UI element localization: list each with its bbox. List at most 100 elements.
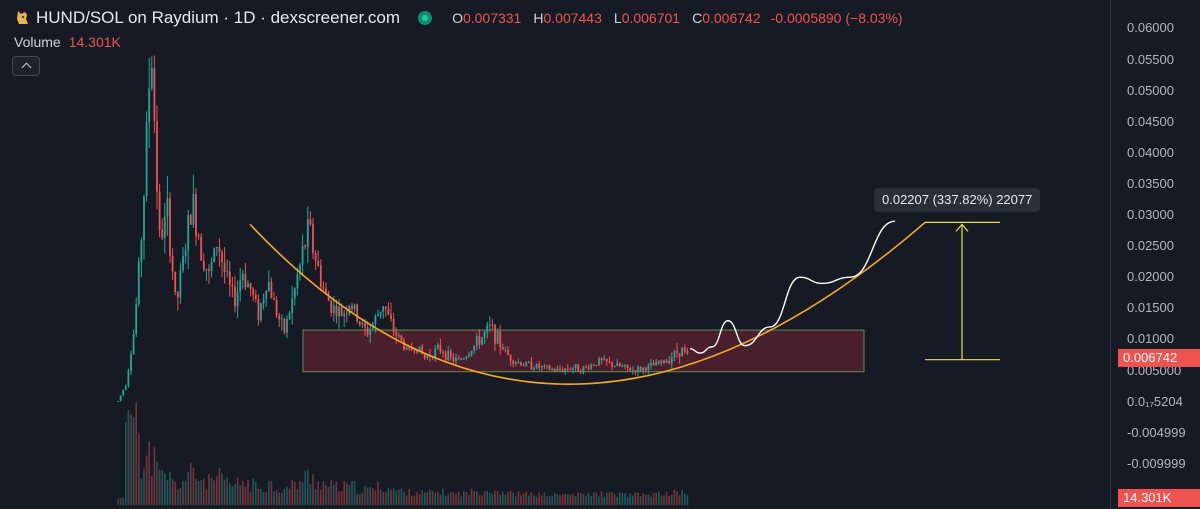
volume-bar	[255, 481, 257, 505]
volume-bar	[208, 474, 210, 505]
candle-body	[520, 361, 522, 366]
volume-bar	[611, 491, 613, 505]
candle-body	[252, 289, 255, 296]
candle-body	[618, 363, 621, 367]
volume-bar	[218, 468, 221, 505]
candle-body	[283, 318, 286, 333]
volume-bar	[624, 493, 626, 505]
ohlc-open-key: O	[452, 10, 463, 26]
volume-bar	[379, 489, 382, 505]
candle-body	[486, 325, 489, 332]
volume-bar	[353, 481, 356, 505]
volume-bar	[585, 495, 587, 505]
volume-bar	[603, 496, 605, 505]
candle-body	[174, 271, 177, 293]
candle-body	[379, 311, 382, 315]
candle-body	[153, 68, 156, 122]
volume-bar	[580, 493, 582, 505]
volume-bar	[260, 489, 262, 505]
volume-bar	[569, 494, 572, 505]
volume-bar	[678, 495, 681, 505]
volume-bar	[676, 491, 678, 505]
candle-body	[592, 364, 595, 366]
volume-bar	[684, 493, 686, 505]
candle-body	[182, 256, 184, 271]
candle-body	[195, 194, 197, 236]
volume-bar	[249, 491, 252, 505]
volume-bar	[177, 489, 179, 505]
volume-bar	[673, 489, 676, 505]
volume-bar	[239, 485, 241, 505]
candle-body	[254, 295, 257, 300]
candle-body	[548, 365, 551, 370]
price-axis-tick: 0.04500	[1127, 113, 1174, 129]
candle-body	[447, 351, 450, 361]
volume-bar	[546, 496, 548, 505]
candle-body	[663, 360, 665, 363]
volume-bar	[216, 476, 218, 505]
candle-body	[642, 367, 645, 371]
volume-bar	[465, 491, 468, 505]
candle-body	[504, 349, 507, 351]
candle-body	[465, 356, 468, 359]
volume-bar	[400, 488, 403, 505]
volume-bar	[226, 477, 228, 505]
candle-body	[161, 229, 164, 239]
volume-bar	[632, 495, 634, 505]
candle-body	[572, 368, 574, 370]
volume-bar	[348, 484, 351, 505]
candle-body	[228, 271, 231, 285]
candle-body	[234, 286, 236, 307]
candle-body	[483, 331, 486, 338]
volume-bar	[304, 470, 306, 505]
volume-bar	[424, 492, 426, 505]
market-status-icon	[418, 11, 433, 25]
candle-body	[598, 358, 600, 366]
candle-body	[205, 268, 208, 270]
volume-bar	[278, 492, 280, 505]
candle-body	[408, 347, 411, 349]
volume-bar	[205, 489, 208, 505]
candle-body	[257, 299, 260, 321]
volume-bar	[231, 486, 234, 505]
volume-bar	[637, 492, 639, 505]
volume-bar	[408, 488, 410, 505]
candle-body	[481, 337, 483, 345]
chevron-up-icon	[21, 62, 31, 73]
volume-bar	[275, 490, 278, 505]
volume-bar	[307, 469, 309, 505]
candle-body	[553, 369, 556, 371]
candle-body	[686, 351, 689, 354]
candle-body	[200, 236, 203, 261]
volume-bar	[418, 494, 421, 505]
dog-logo-icon	[17, 11, 28, 24]
volume-bar	[447, 494, 449, 505]
candle-body	[527, 361, 530, 363]
candle-body	[621, 366, 624, 368]
price-chart[interactable]	[0, 0, 1110, 509]
volume-label: Volume	[14, 34, 61, 50]
volume-bar	[442, 488, 444, 505]
volume-bar	[457, 492, 460, 505]
candle-body	[345, 313, 348, 315]
volume-bar	[421, 490, 423, 505]
volume-bar	[590, 496, 592, 505]
collapse-legend-button[interactable]	[12, 56, 40, 76]
price-axis[interactable]	[1110, 0, 1200, 509]
candle-body	[249, 283, 252, 290]
volume-bar	[242, 481, 244, 505]
volume-bar	[374, 490, 377, 505]
volume-bar	[556, 494, 559, 505]
volume-bar	[504, 494, 507, 505]
volume-bar	[387, 488, 390, 505]
candle-body	[215, 247, 218, 249]
volume-bar	[294, 482, 296, 505]
volume-bar	[619, 492, 621, 505]
candle-body	[166, 198, 169, 217]
volume-bar	[681, 489, 683, 505]
volume-bar	[356, 493, 358, 505]
candle-body	[132, 334, 135, 355]
candle-body	[319, 265, 322, 287]
candle-body	[325, 288, 327, 294]
price-axis-tick: 0.03500	[1127, 175, 1174, 191]
